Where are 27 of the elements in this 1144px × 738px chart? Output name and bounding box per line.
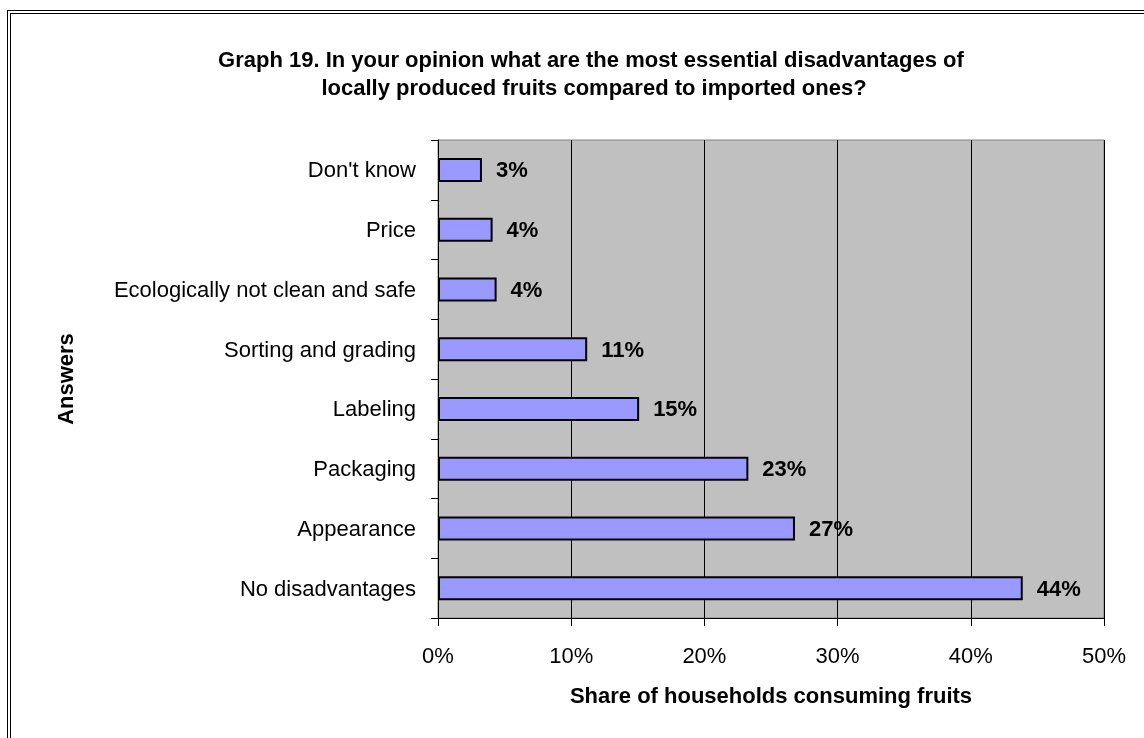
data-label: 11% — [601, 336, 645, 362]
data-label: 3% — [495, 157, 528, 183]
y-tick-label: No disadvantages — [239, 575, 416, 601]
chart-title: Graph 19. In your opinion what are the most essential disadvantages of locally produced fruits compared to imported ones? — [218, 46, 970, 100]
y-tick-label: Price — [365, 217, 416, 243]
y-tick-label: Sorting and grading — [223, 336, 416, 362]
data-label: 4% — [506, 217, 539, 243]
y-tick-label: Ecologically not clean and safe — [113, 276, 416, 302]
data-label: 23% — [762, 456, 807, 482]
data-label: 44% — [1036, 575, 1081, 601]
x-tick-label: 30% — [815, 642, 860, 668]
x-tick-label: 40% — [948, 642, 993, 668]
bar — [438, 217, 493, 242]
y-axis-title: Answers — [52, 333, 78, 425]
bar — [438, 277, 497, 302]
x-tick-label: 50% — [1081, 642, 1127, 668]
y-tick-label: Appearance — [297, 515, 416, 541]
x-tick-label: 20% — [682, 642, 727, 668]
data-label: 4% — [510, 276, 543, 302]
y-tick-label: Don't know — [307, 157, 417, 183]
y-tick-label: Packaging — [313, 456, 416, 482]
x-tick-label: 0% — [422, 642, 454, 668]
x-axis-title: Share of households consuming fruits — [569, 682, 973, 708]
x-tick-label: 10% — [549, 642, 594, 668]
data-label: 15% — [653, 396, 698, 422]
y-tick-label: Labeling — [332, 396, 416, 422]
bar — [438, 157, 482, 182]
